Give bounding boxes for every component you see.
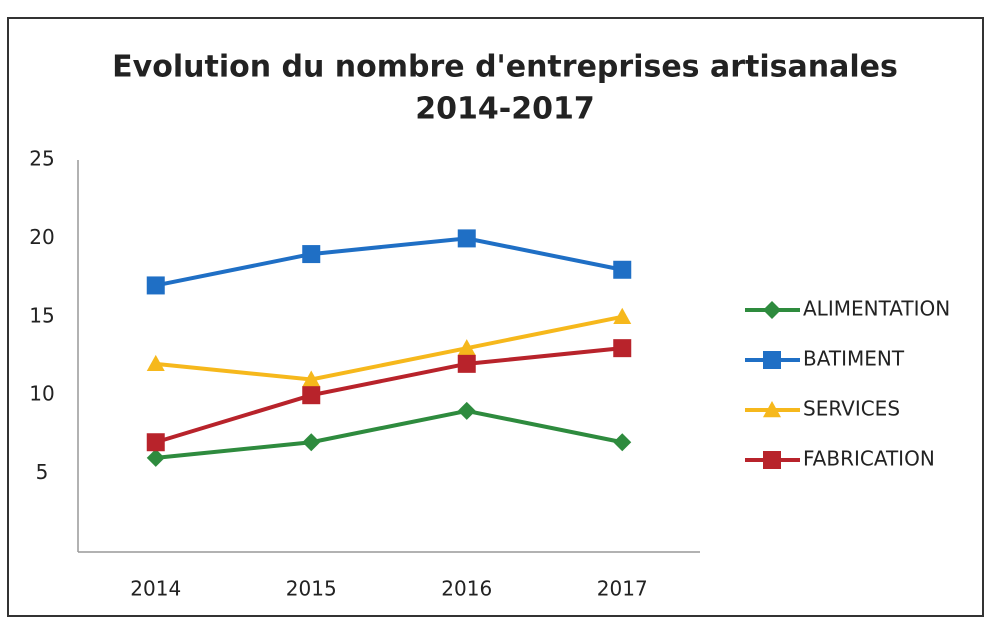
legend-marker (763, 351, 781, 369)
marker (302, 386, 321, 405)
legend-marker (763, 301, 781, 319)
marker (146, 354, 165, 372)
marker (613, 260, 632, 279)
chart-title: Evolution du nombre d'entreprises artisa… (112, 50, 898, 85)
series-line (155, 314, 623, 382)
series-line (155, 408, 623, 460)
marker (457, 401, 476, 420)
legend-label: ALIMENTATION (803, 297, 950, 321)
legend-marker (763, 451, 781, 469)
y-tick-label: 20 (29, 225, 54, 249)
legend-label: FABRICATION (803, 447, 935, 471)
marker (146, 433, 165, 452)
marker (146, 448, 165, 467)
x-tick-label: 2015 (286, 577, 337, 601)
legend-marker (763, 401, 781, 418)
frame (7, 17, 984, 617)
legend-label: SERVICES (803, 397, 900, 421)
marker (613, 339, 632, 358)
y-tick-label: 25 (29, 147, 54, 171)
marker (613, 433, 632, 452)
y-tick-label: 5 (36, 460, 49, 484)
marker (302, 245, 321, 264)
marker (457, 339, 476, 356)
x-tick-label: 2017 (597, 577, 648, 601)
series-line (155, 236, 623, 288)
marker (146, 276, 165, 295)
marker (302, 370, 321, 387)
marker (302, 433, 321, 452)
x-tick-label: 2016 (441, 577, 492, 601)
marker (613, 307, 632, 324)
marker (457, 354, 476, 373)
chart-title: 2014-2017 (415, 92, 594, 127)
y-tick-label: 10 (29, 382, 54, 406)
marker (457, 229, 476, 248)
x-tick-label: 2014 (130, 577, 181, 601)
y-tick-label: 15 (29, 303, 54, 327)
legend-label: BATIMENT (803, 347, 905, 371)
series-line (155, 346, 623, 445)
